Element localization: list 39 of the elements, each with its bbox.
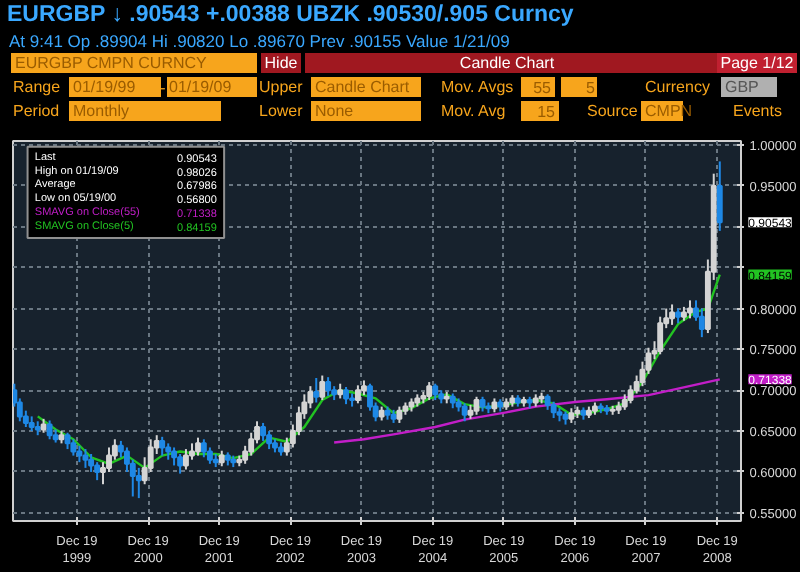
candlestick bbox=[82, 448, 89, 469]
text: Source bbox=[587, 102, 639, 120]
text: Upper bbox=[259, 78, 304, 96]
text: Range bbox=[13, 78, 62, 96]
candlestick bbox=[698, 307, 705, 339]
text: 01/19/09 bbox=[169, 78, 233, 96]
candlestick bbox=[183, 448, 189, 471]
text: 5 bbox=[586, 79, 597, 97]
text: EURGBP CMPN CURNCY bbox=[15, 54, 209, 72]
candlestick bbox=[716, 160, 723, 232]
text: 01/19/99 bbox=[73, 78, 137, 96]
text: Page 1/12 bbox=[720, 54, 795, 72]
chart-title: EURGBP ↓ .90543 +.00388 UBZK .90530/.905 Curncy bbox=[7, 3, 575, 27]
candlestick bbox=[135, 466, 142, 500]
text: Currency bbox=[645, 78, 710, 96]
candlestick bbox=[177, 452, 184, 475]
text: Monthly bbox=[73, 102, 130, 120]
text: Mov. Avgs bbox=[441, 78, 514, 96]
candlestick bbox=[657, 315, 664, 356]
text: GBP bbox=[725, 78, 759, 96]
candlestick bbox=[159, 435, 166, 457]
text: Events bbox=[733, 102, 782, 120]
text: Mov. Avg bbox=[441, 102, 506, 120]
text: 15 bbox=[537, 103, 557, 121]
candlestick bbox=[46, 419, 53, 441]
text: Hide bbox=[264, 54, 299, 72]
text: Candle Chart bbox=[315, 78, 411, 96]
candlestick bbox=[325, 376, 332, 397]
candlestick bbox=[319, 374, 326, 402]
line-series bbox=[332, 378, 721, 444]
text: Candle Chart bbox=[459, 54, 556, 72]
text: Period bbox=[13, 102, 60, 120]
text: None bbox=[315, 102, 355, 120]
candlestick bbox=[669, 303, 675, 326]
candlestick bbox=[313, 376, 320, 404]
text: 55 bbox=[533, 79, 553, 97]
chart-subtitle: At 9:41 Op .89904 Hi .90820 Lo .89670 Prev .90155 Value 1/21/09 bbox=[9, 31, 511, 51]
text: - bbox=[160, 79, 167, 97]
text: Lower bbox=[259, 102, 304, 120]
